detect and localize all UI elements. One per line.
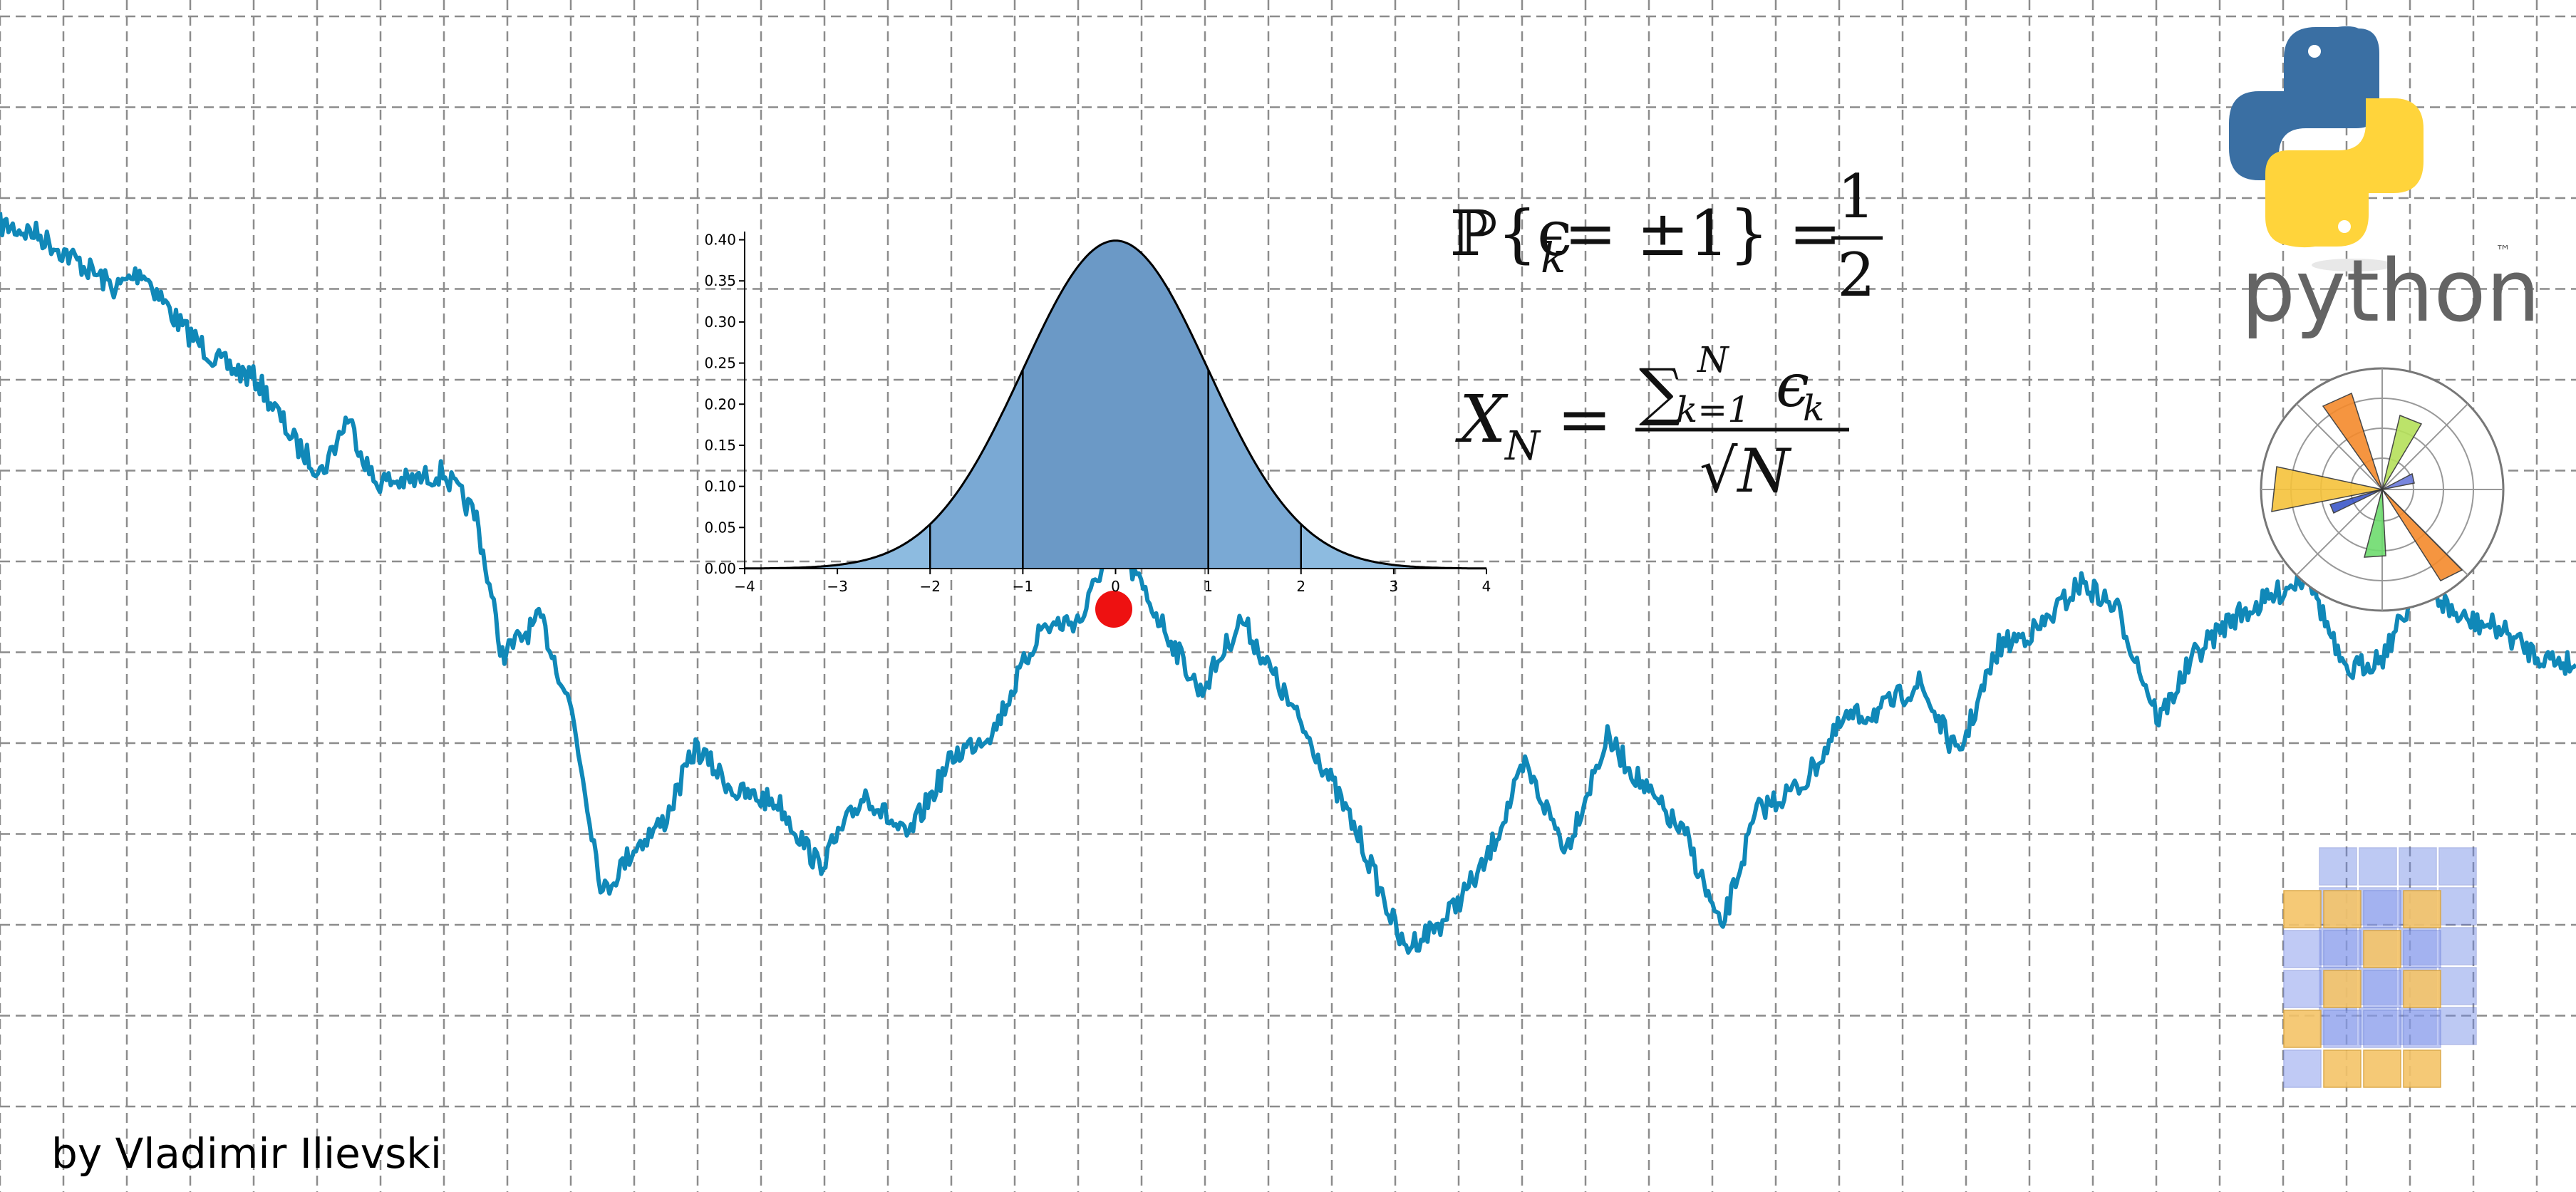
- formula2-term-sub: k: [1803, 388, 1824, 429]
- cube-back-cell: [2438, 967, 2477, 1005]
- formula2-sum-sup: N: [1697, 339, 1730, 380]
- cube-highlight-cell: [2283, 1010, 2322, 1048]
- matplotlib-logo-icon: [2260, 367, 2505, 612]
- formula2-term: ϵ: [1776, 351, 1809, 420]
- cube-front-cell: [2283, 1050, 2322, 1088]
- x-tick-label: −2: [920, 578, 941, 595]
- y-tick-label: 0.05: [704, 519, 736, 536]
- python-logo: python ™: [2229, 26, 2540, 341]
- cube-front-cell: [2283, 930, 2322, 968]
- x-tick-label: −3: [827, 578, 847, 595]
- python-logo-icon: [2229, 26, 2424, 271]
- x-tick-label: −1: [1013, 578, 1033, 595]
- formula2-denominator: √N: [1700, 436, 1792, 506]
- formula2-lhs-sub: N: [1504, 423, 1541, 470]
- y-tick-label: 0.35: [704, 272, 736, 289]
- x-tick-label: 0: [1111, 578, 1120, 595]
- formula1-numerator: 1: [1837, 162, 1875, 232]
- random-walk-series-line: [0, 212, 2576, 955]
- cube-back-cell: [2359, 847, 2397, 886]
- cube-front-cell: [2283, 970, 2322, 1008]
- x-tick-label: 1: [1204, 578, 1213, 595]
- cube-highlight-cell: [2323, 890, 2362, 928]
- x-tick-label: −4: [734, 578, 755, 595]
- y-tick-label: 0.25: [704, 355, 736, 372]
- y-tick-label: 0.00: [704, 560, 736, 577]
- x-tick-label: 4: [1482, 578, 1491, 595]
- cube-back-cell: [2438, 927, 2477, 965]
- y-tick-label: 0.20: [704, 395, 736, 413]
- author-credit: by Vladimir Ilievski: [51, 1129, 442, 1178]
- probability-formula: ℙ{ϵ k = ±1} = 1 2: [1450, 162, 1883, 310]
- x-tick-label: 2: [1296, 578, 1305, 595]
- python-wordmark: python: [2241, 242, 2540, 341]
- y-tick-label: 0.10: [704, 478, 736, 495]
- formula2-lhs: X: [1455, 381, 1509, 457]
- cube-front-cell: [2363, 890, 2401, 928]
- cube-back-cell: [2438, 1007, 2477, 1045]
- bell-y-ticks: 0.00 0.05 0.10 0.15 0.20 0.25 0.30 0.35 0.40: [704, 232, 745, 577]
- cube-back-cell: [2399, 847, 2437, 886]
- formula2-sum-sub: k=1: [1676, 389, 1750, 430]
- cube-highlight-cell: [2403, 970, 2441, 1008]
- random-walk-start-marker: [1095, 591, 1132, 628]
- y-tick-label: 0.30: [704, 313, 736, 331]
- cube-front-cell: [2363, 970, 2401, 1008]
- cube-highlight-cell: [2323, 1050, 2362, 1088]
- formula1-denominator: 2: [1837, 240, 1875, 310]
- cube-back-cell: [2438, 887, 2477, 926]
- formula1-sub: k: [1541, 234, 1566, 282]
- cube-highlight-cell: [2403, 1050, 2441, 1088]
- formula2-equals: =: [1557, 381, 1612, 457]
- bell-x-ticks: −4 −3 −2 −1 0 1 2 3 4: [734, 569, 1491, 595]
- band-1-sigma: [1023, 240, 1209, 569]
- cube-front-cell: [2323, 930, 2362, 968]
- y-tick-label: 0.40: [704, 232, 736, 249]
- cube-front-cell: [2363, 1010, 2401, 1048]
- cube-highlight-cell: [2323, 970, 2362, 1008]
- formula1-mid: = ±1} =: [1564, 197, 1841, 270]
- formula1-lhs: ℙ{ϵ: [1450, 197, 1572, 270]
- random-walk-formula: X N = ∑ N k=1 ϵ k √N: [1455, 339, 1849, 506]
- cube-highlight-cell: [2363, 930, 2401, 968]
- cube-highlight-cell: [2363, 1050, 2401, 1088]
- normal-distribution-chart: −4 −3 −2 −1 0 1 2 3 4 0.000.050.100.150.200.250.…: [704, 232, 1491, 595]
- cube-highlight-cell: [2403, 890, 2441, 928]
- cube-back-cell: [2319, 847, 2357, 886]
- x-tick-label: 3: [1390, 578, 1399, 595]
- y-tick-label: 0.15: [704, 437, 736, 454]
- cube-back-cell: [2438, 847, 2477, 886]
- bell-curve-outline: [745, 239, 1486, 570]
- formula2-sum: ∑: [1639, 355, 1684, 428]
- cube-highlight-cell: [2283, 890, 2322, 928]
- cube-front-cell: [2403, 930, 2441, 968]
- sigma-divider-lines: [929, 369, 1302, 569]
- python-trademark: ™: [2495, 243, 2511, 261]
- numpy-logo-icon: [2283, 847, 2477, 1088]
- cube-front-cell: [2323, 1010, 2362, 1048]
- cube-front-cell: [2403, 1010, 2441, 1048]
